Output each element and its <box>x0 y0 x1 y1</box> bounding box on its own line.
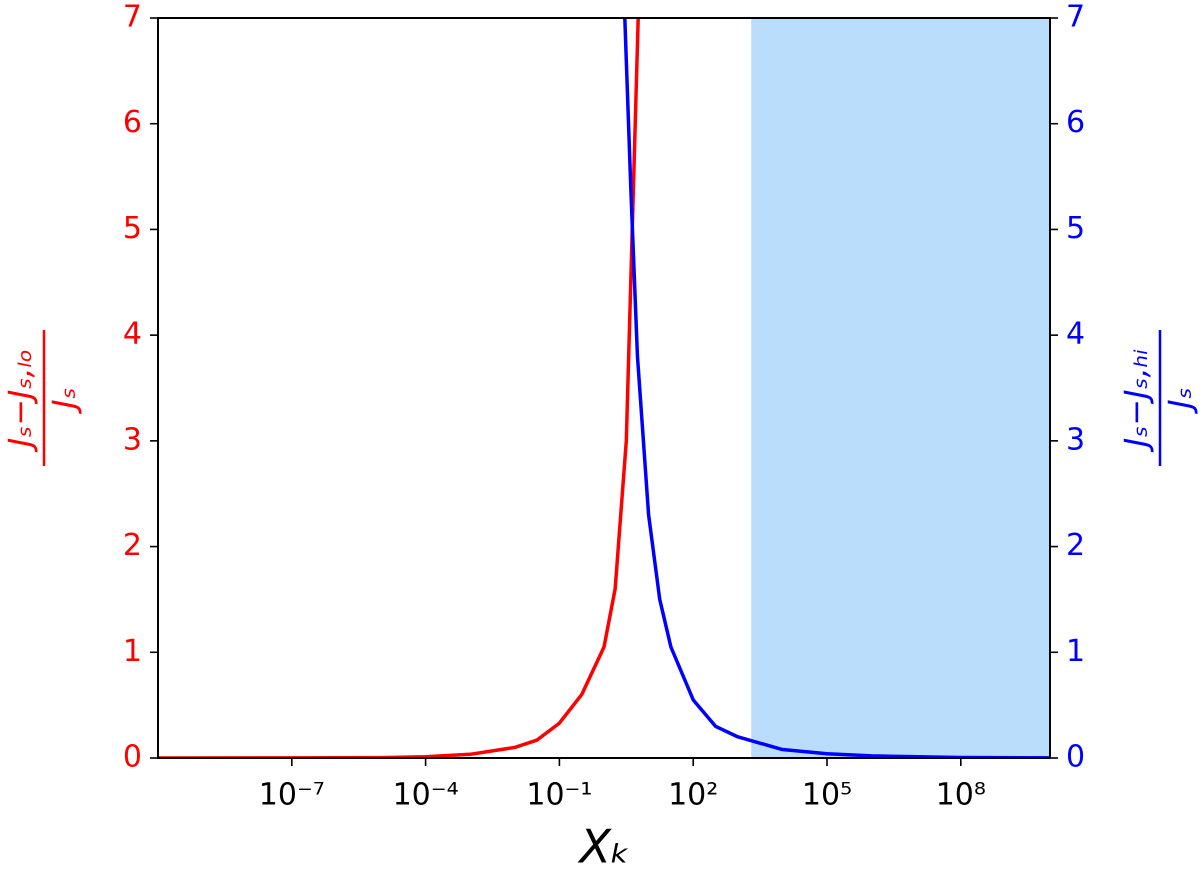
y2-tick-label: 7 <box>1066 0 1085 35</box>
x-axis-label: Xₖ <box>577 820 630 874</box>
y2-label-denominator: Jₛ <box>1161 387 1199 414</box>
axes: 10⁻⁷ 10⁻⁴ 10⁻¹ 10² 10⁵ 10⁸ 0 1 2 3 4 5 6 7 0 1 2 3 4 5 6 7 <box>123 0 1085 813</box>
y-tick-label: 1 <box>123 634 142 669</box>
x-tick-label: 10⁻¹ <box>526 778 592 813</box>
x-tick-label: 10⁻⁷ <box>259 778 325 813</box>
y-tick-label: 4 <box>123 317 142 352</box>
y2-tick-label: 5 <box>1066 211 1085 246</box>
x-tick-label: 10⁸ <box>936 778 986 813</box>
plot-frame <box>157 17 1051 759</box>
y2-tick-label: 6 <box>1066 105 1085 140</box>
y-tick-label: 3 <box>123 422 142 457</box>
y-tick-label: 2 <box>123 528 142 563</box>
y-label-denominator: Jₛ <box>45 387 83 414</box>
y-label-numerator: Jₛ−Jₛ,ₗₒ <box>1 349 39 453</box>
x-tick-label: 10⁵ <box>802 778 852 813</box>
x-tick-label: 10² <box>668 778 718 813</box>
y2-tick-label: 1 <box>1066 634 1085 669</box>
y2-label-numerator: Jₛ−Jₛ,ₕᵢ <box>1117 349 1155 454</box>
y-tick-label: 6 <box>123 105 142 140</box>
y2-axis-label: Jₛ−Jₛ,ₕᵢ Jₛ <box>1117 330 1199 466</box>
y2-tick-label: 0 <box>1066 740 1085 775</box>
y-tick-label: 5 <box>123 211 142 246</box>
y-tick-label: 7 <box>123 0 142 35</box>
plot-background <box>751 18 1050 758</box>
y-tick-label: 0 <box>123 740 142 775</box>
y-axis-label: Jₛ−Jₛ,ₗₒ Jₛ <box>1 330 83 466</box>
y2-tick-label: 4 <box>1066 317 1085 352</box>
shaded-region <box>751 18 1050 758</box>
y2-tick-label: 2 <box>1066 528 1085 563</box>
x-tick-label: 10⁻⁴ <box>393 778 459 813</box>
y2-tick-label: 3 <box>1066 422 1085 457</box>
data-line <box>158 18 640 758</box>
data-line <box>623 18 1050 758</box>
